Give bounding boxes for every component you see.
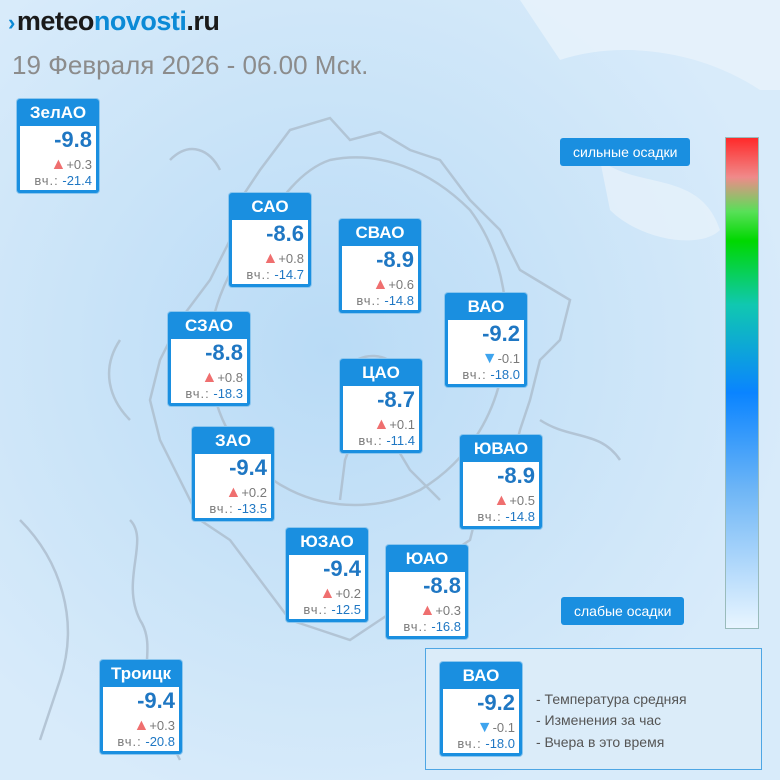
district-card-yuvao[interactable]: ЮВАО -8.9 ▲+0.5 вч.: -14.8 [460, 435, 542, 529]
trend-up-icon: ▲ [225, 484, 242, 501]
precip-heavy-label: сильные осадки [560, 138, 691, 166]
yesterday-temperature: -14.8 [384, 293, 414, 308]
trend-up-icon: ▲ [133, 717, 150, 734]
yesterday-label: вч.: [246, 267, 271, 282]
precipitation-scale-bar [725, 137, 759, 629]
district-temperature: -9.2 [482, 321, 520, 346]
yesterday-label: вч.: [34, 173, 59, 188]
yesterday-label: вч.: [209, 501, 234, 516]
legend-sample-yesterday: -18.0 [485, 736, 515, 751]
hourly-change: -0.1 [497, 351, 520, 366]
yesterday-label: вч.: [477, 509, 502, 524]
hourly-change: +0.3 [149, 718, 175, 733]
district-name: ЦАО [362, 363, 400, 382]
yesterday-label: вч.: [457, 736, 482, 751]
logo-text-domain: .ru [186, 6, 220, 36]
yesterday-temperature: -18.0 [490, 367, 520, 382]
legend-text-hourly-change: - Изменения за час [536, 712, 662, 728]
district-temperature: -8.9 [497, 463, 535, 488]
hourly-change: +0.6 [388, 277, 414, 292]
district-card-svao[interactable]: СВАО -8.9 ▲+0.6 вч.: -14.8 [339, 219, 421, 313]
logo-chevron-icon: › [8, 10, 15, 35]
district-name: ЮЗАО [300, 532, 354, 551]
district-name: ЗелАО [29, 103, 87, 122]
district-card-yuzao[interactable]: ЮЗАО -9.4 ▲+0.2 вч.: -12.5 [286, 528, 368, 622]
trend-up-icon: ▲ [201, 369, 218, 386]
trend-up-icon: ▲ [373, 416, 390, 433]
district-card-szao[interactable]: СЗАО -8.8 ▲+0.8 вч.: -18.3 [168, 312, 250, 406]
district-name: САО [251, 197, 289, 216]
yesterday-temperature: -11.4 [386, 433, 415, 448]
yesterday-temperature: -21.4 [62, 173, 92, 188]
precip-light-label: слабые осадки [561, 597, 685, 625]
trend-down-icon: ▼ [481, 350, 498, 367]
district-name: Троицк [111, 664, 171, 683]
district-temperature: -8.9 [376, 247, 414, 272]
district-name: СВАО [355, 223, 405, 242]
yesterday-temperature: -20.8 [145, 734, 175, 749]
yesterday-temperature: -12.5 [331, 602, 361, 617]
trend-up-icon: ▲ [493, 492, 510, 509]
yesterday-temperature: -14.7 [274, 267, 304, 282]
site-logo[interactable]: ›meteonovosti.ru [8, 6, 220, 37]
yesterday-label: вч.: [403, 619, 428, 634]
hourly-change: +0.3 [66, 157, 92, 172]
district-name: ЮВАО [473, 439, 529, 458]
yesterday-temperature: -14.8 [505, 509, 535, 524]
hourly-change: +0.8 [278, 251, 304, 266]
legend-sample-change: -0.1 [492, 720, 515, 735]
yesterday-label: вч.: [117, 734, 142, 749]
yesterday-label: вч.: [303, 602, 328, 617]
yesterday-temperature: -13.5 [237, 501, 267, 516]
district-name: ЮАО [405, 549, 449, 568]
district-temperature: -9.8 [54, 127, 92, 152]
legend-text-average: - Температура средняя [536, 691, 687, 707]
trend-up-icon: ▲ [319, 585, 336, 602]
hourly-change: +0.5 [509, 493, 535, 508]
trend-up-icon: ▲ [419, 602, 436, 619]
legend-sample-temperature: -9.2 [477, 690, 515, 715]
district-card-yuao[interactable]: ЮАО -8.8 ▲+0.3 вч.: -16.8 [386, 545, 468, 639]
district-temperature: -8.6 [266, 221, 304, 246]
district-temperature: -8.8 [423, 573, 461, 598]
legend-text-yesterday: - Вчера в это время [536, 734, 665, 750]
yesterday-label: вч.: [462, 367, 487, 382]
district-name: СЗАО [185, 316, 233, 335]
district-card-sao[interactable]: САО -8.6 ▲+0.8 вч.: -14.7 [229, 193, 311, 287]
yesterday-temperature: -18.3 [213, 386, 243, 401]
hourly-change: +0.8 [217, 370, 243, 385]
logo-text-novosti: novosti [93, 6, 187, 36]
hourly-change: +0.1 [389, 417, 415, 432]
yesterday-label: вч.: [356, 293, 381, 308]
district-card-zelao[interactable]: ЗелАО -9.8 ▲+0.3 вч.: -21.4 [17, 99, 99, 193]
trend-up-icon: ▲ [50, 156, 67, 173]
district-card-zao[interactable]: ЗАО -9.4 ▲+0.2 вч.: -13.5 [192, 427, 274, 521]
district-temperature: -8.8 [205, 340, 243, 365]
logo-text-meteo: meteo [16, 6, 95, 36]
hourly-change: +0.3 [435, 603, 461, 618]
legend-sample-card: ВАО -9.2 ▼-0.1 вч.: -18.0 [440, 662, 522, 756]
district-temperature: -8.7 [377, 387, 415, 412]
yesterday-label: вч.: [358, 433, 383, 448]
district-name: ЗАО [215, 431, 251, 450]
trend-down-icon: ▼ [476, 719, 493, 736]
hourly-change: +0.2 [241, 485, 267, 500]
forecast-date: 19 Февраля 2026 - 06.00 Мск. [12, 50, 369, 80]
hourly-change: +0.2 [335, 586, 361, 601]
legend-panel: ВАО -9.2 ▼-0.1 вч.: -18.0 - Температура … [425, 648, 762, 770]
district-temperature: -9.4 [229, 455, 267, 480]
district-card-cao[interactable]: ЦАО -8.7 ▲+0.1 вч.: -11.4 [340, 359, 422, 453]
district-name: ВАО [467, 297, 505, 316]
legend-sample-name: ВАО [462, 666, 500, 685]
yesterday-label: вч.: [185, 386, 210, 401]
district-card-troitsk[interactable]: Троицк -9.4 ▲+0.3 вч.: -20.8 [100, 660, 182, 754]
district-temperature: -9.4 [323, 556, 361, 581]
trend-up-icon: ▲ [262, 250, 279, 267]
district-temperature: -9.4 [137, 688, 175, 713]
yesterday-temperature: -16.8 [431, 619, 461, 634]
trend-up-icon: ▲ [372, 276, 389, 293]
district-card-vao[interactable]: ВАО -9.2 ▼-0.1 вч.: -18.0 [445, 293, 527, 387]
